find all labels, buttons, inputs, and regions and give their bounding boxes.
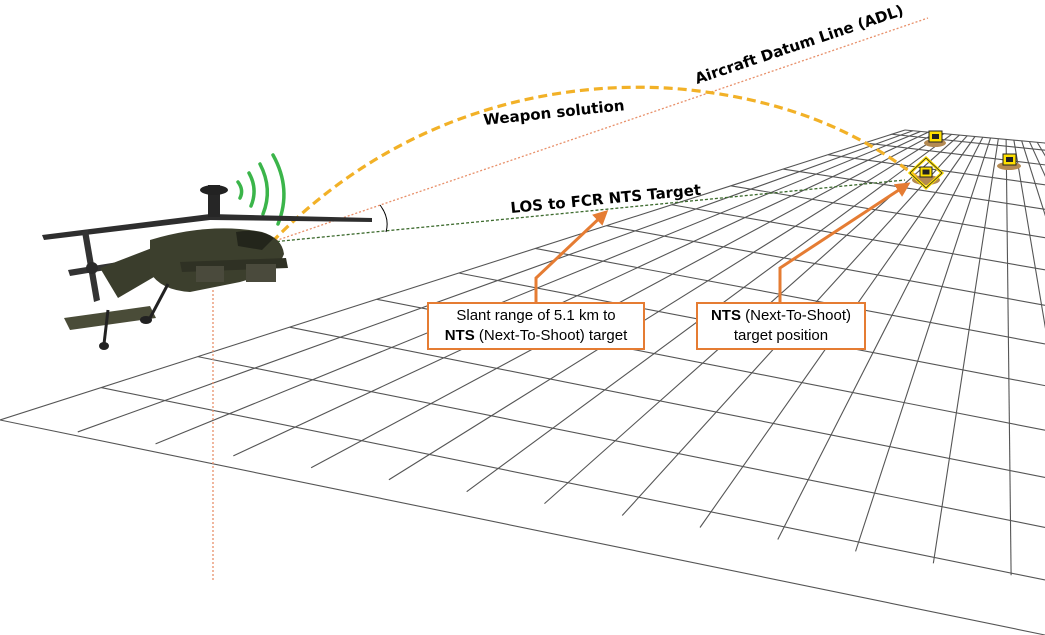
grid-line — [310, 132, 937, 469]
slant-range-callout: Slant range of 5.1 km to NTS (Next-To-Sh… — [427, 302, 645, 350]
grid-line — [77, 130, 913, 433]
angle-arc — [379, 204, 388, 233]
grid-line — [0, 419, 1045, 635]
grid-line — [101, 387, 1045, 581]
slant-range-nts-bold: NTS — [444, 327, 475, 344]
adl-label: Aircraft Datum Line (ADL) — [693, 1, 906, 88]
grid-line — [932, 138, 999, 564]
grid-line — [155, 130, 921, 445]
nts-position-nts-bold: NTS — [710, 307, 741, 324]
weapon-solution-label: Weapon solution — [483, 96, 626, 129]
grid-line — [730, 185, 1045, 239]
los-line — [271, 179, 906, 243]
slant-range-line2-rest: (Next-To-Shoot) target — [474, 327, 628, 344]
grid-line — [777, 136, 984, 540]
nts-position-callout: NTS (Next-To-Shoot) target position — [696, 302, 866, 350]
nts-position-line2: target position — [733, 327, 829, 344]
grid-line — [855, 137, 992, 552]
grid-line — [1028, 141, 1045, 177]
radar-waves-icon — [236, 153, 286, 226]
grid-line — [233, 131, 929, 457]
grid-line — [782, 168, 1045, 210]
slant-range-line2: NTS (Next-To-Shoot) target — [433, 326, 639, 346]
grid-line — [535, 247, 1045, 345]
nts-position-line1: NTS (Next-To-Shoot) — [702, 306, 860, 326]
slant-range-line1: Slant range of 5.1 km to — [456, 307, 616, 324]
slant-callout-arrow — [534, 209, 609, 302]
target-marker-1-icon — [924, 130, 946, 147]
grid-line — [388, 133, 945, 481]
grid-line — [1036, 141, 1045, 157]
nts-target-icon — [907, 155, 945, 191]
target-marker-2-icon — [997, 153, 1021, 170]
grid-line — [289, 326, 1045, 479]
nts-position-line1-rest: (Next-To-Shoot) — [740, 307, 852, 324]
grid-line — [197, 356, 1045, 528]
los-label: LOS to FCR NTS Target — [510, 181, 702, 217]
grid-line — [606, 225, 1045, 306]
grid-line — [1013, 140, 1045, 329]
grid-line — [671, 204, 1045, 271]
weapon-solution-arc — [270, 85, 919, 244]
helicopter-icon — [42, 185, 372, 350]
adl-line — [271, 17, 929, 243]
grid-line — [0, 129, 906, 421]
grid-line — [1005, 139, 1012, 576]
nts-callout-arrow — [778, 182, 911, 302]
